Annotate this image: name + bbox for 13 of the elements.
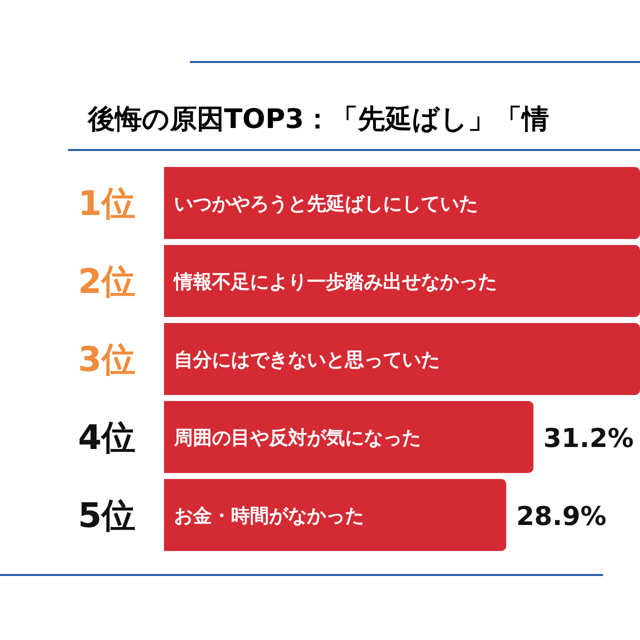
text: 5位: [78, 496, 136, 536]
text: 3位: [78, 340, 136, 380]
data-label: 31.2%: [543, 424, 634, 454]
y-tick-label: いつかやろうと先延ばしにしていた: [174, 193, 478, 215]
y-tick-label: お金・時間がなかった: [174, 505, 364, 527]
text: 2位: [78, 262, 136, 302]
y-tick-label: 自分にはできないと思っていた: [174, 349, 440, 371]
data-label: 28.9%: [516, 502, 606, 532]
text: 1位: [78, 184, 136, 224]
y-tick-label: 周囲の目や反対が気になった: [173, 427, 421, 449]
text: 4位: [78, 418, 136, 458]
y-tick-label: 情報不足により一歩踏み出せなかった: [173, 271, 497, 293]
chart-title: 後悔の原因TOP3：「先延ばし」「情: [87, 104, 549, 135]
